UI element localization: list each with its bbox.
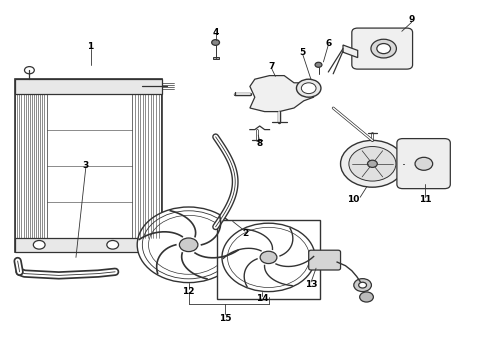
Text: 8: 8: [257, 139, 263, 148]
Circle shape: [296, 79, 321, 97]
Bar: [132, 94, 161, 238]
Bar: [15, 79, 162, 94]
Circle shape: [107, 240, 119, 249]
Polygon shape: [250, 76, 314, 112]
Circle shape: [137, 207, 240, 283]
Bar: [15, 94, 47, 238]
Circle shape: [349, 147, 396, 181]
FancyBboxPatch shape: [352, 28, 413, 69]
Bar: [15, 238, 162, 252]
Circle shape: [377, 44, 391, 54]
Circle shape: [143, 211, 235, 279]
Text: 14: 14: [256, 294, 269, 303]
Bar: [15, 79, 162, 252]
Text: 5: 5: [300, 48, 306, 57]
Text: 3: 3: [83, 161, 89, 170]
Polygon shape: [343, 45, 358, 58]
Text: 1: 1: [88, 42, 94, 51]
Bar: [213, 57, 219, 59]
Circle shape: [24, 67, 34, 74]
Circle shape: [301, 83, 316, 94]
Text: 9: 9: [408, 15, 415, 24]
Text: 6: 6: [325, 39, 331, 48]
Circle shape: [33, 240, 45, 249]
Circle shape: [360, 292, 373, 302]
Circle shape: [315, 62, 322, 67]
Circle shape: [354, 279, 371, 292]
Circle shape: [222, 223, 315, 292]
Circle shape: [227, 227, 310, 288]
Text: 11: 11: [419, 195, 432, 204]
Circle shape: [415, 157, 433, 170]
Text: 7: 7: [269, 62, 275, 71]
Text: 15: 15: [219, 314, 232, 323]
FancyBboxPatch shape: [397, 139, 450, 189]
Circle shape: [341, 140, 404, 187]
Text: 2: 2: [242, 230, 248, 239]
Circle shape: [371, 39, 396, 58]
Circle shape: [260, 251, 277, 264]
Bar: [217, 220, 320, 299]
Text: 10: 10: [346, 195, 359, 204]
Circle shape: [148, 215, 229, 274]
Circle shape: [359, 282, 367, 288]
FancyBboxPatch shape: [309, 250, 341, 270]
Text: 12: 12: [182, 287, 195, 296]
Text: 4: 4: [212, 28, 219, 37]
Circle shape: [212, 40, 220, 45]
Circle shape: [179, 238, 198, 252]
Text: 13: 13: [305, 280, 318, 289]
Circle shape: [368, 160, 377, 167]
